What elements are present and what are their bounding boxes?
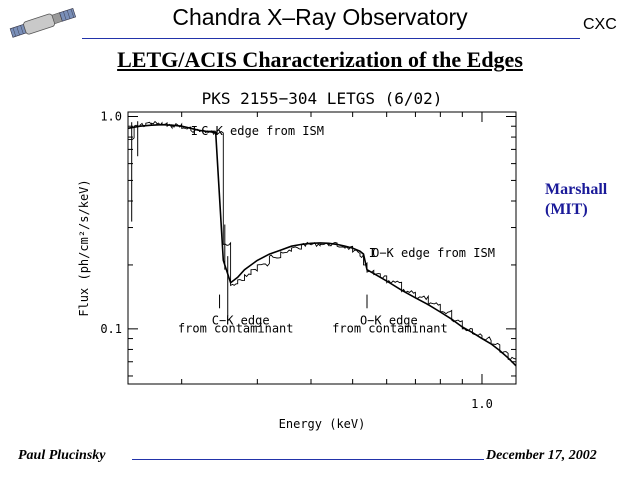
annotation-6: O−K edge	[360, 313, 418, 327]
annotation-0: I	[191, 124, 198, 138]
chart-title: PKS 2155−304 LETGS (6/02)	[202, 89, 443, 108]
header-org: CXC	[583, 16, 617, 33]
footer-presenter: Paul Plucinsky	[18, 448, 106, 463]
slide-title: LETG/ACIS Characterization of the Edges	[117, 47, 523, 72]
annotation-7: from contaminant	[332, 322, 448, 336]
y-axis-label: Flux (ph/cm²/s/keV)	[77, 179, 91, 316]
plot-frame	[127, 111, 517, 385]
spectrum-histogram	[128, 120, 517, 361]
y-tick-label-0: 0.1	[100, 322, 122, 336]
author-credit: Marshall (MIT)	[545, 181, 608, 218]
annotation-3: O−K edge from ISM	[372, 246, 495, 260]
annotation-4: C−K edge	[212, 313, 270, 327]
chandra-satellite-icon	[9, 7, 77, 38]
header-rule	[82, 38, 580, 39]
x-tick-label-0: 1.0	[471, 397, 493, 411]
y-tick-label-1: 1.0	[100, 109, 122, 123]
x-axis-label: Energy (keV)	[279, 417, 366, 431]
annotation-2: I	[369, 246, 376, 260]
footer-rule	[132, 459, 484, 460]
footer-date: December 17, 2002	[486, 448, 597, 463]
annotation-1: C−K edge from ISM	[201, 124, 324, 138]
annotation-5: from contaminant	[178, 322, 294, 336]
header-title: Chandra X–Ray Observatory	[172, 4, 468, 30]
